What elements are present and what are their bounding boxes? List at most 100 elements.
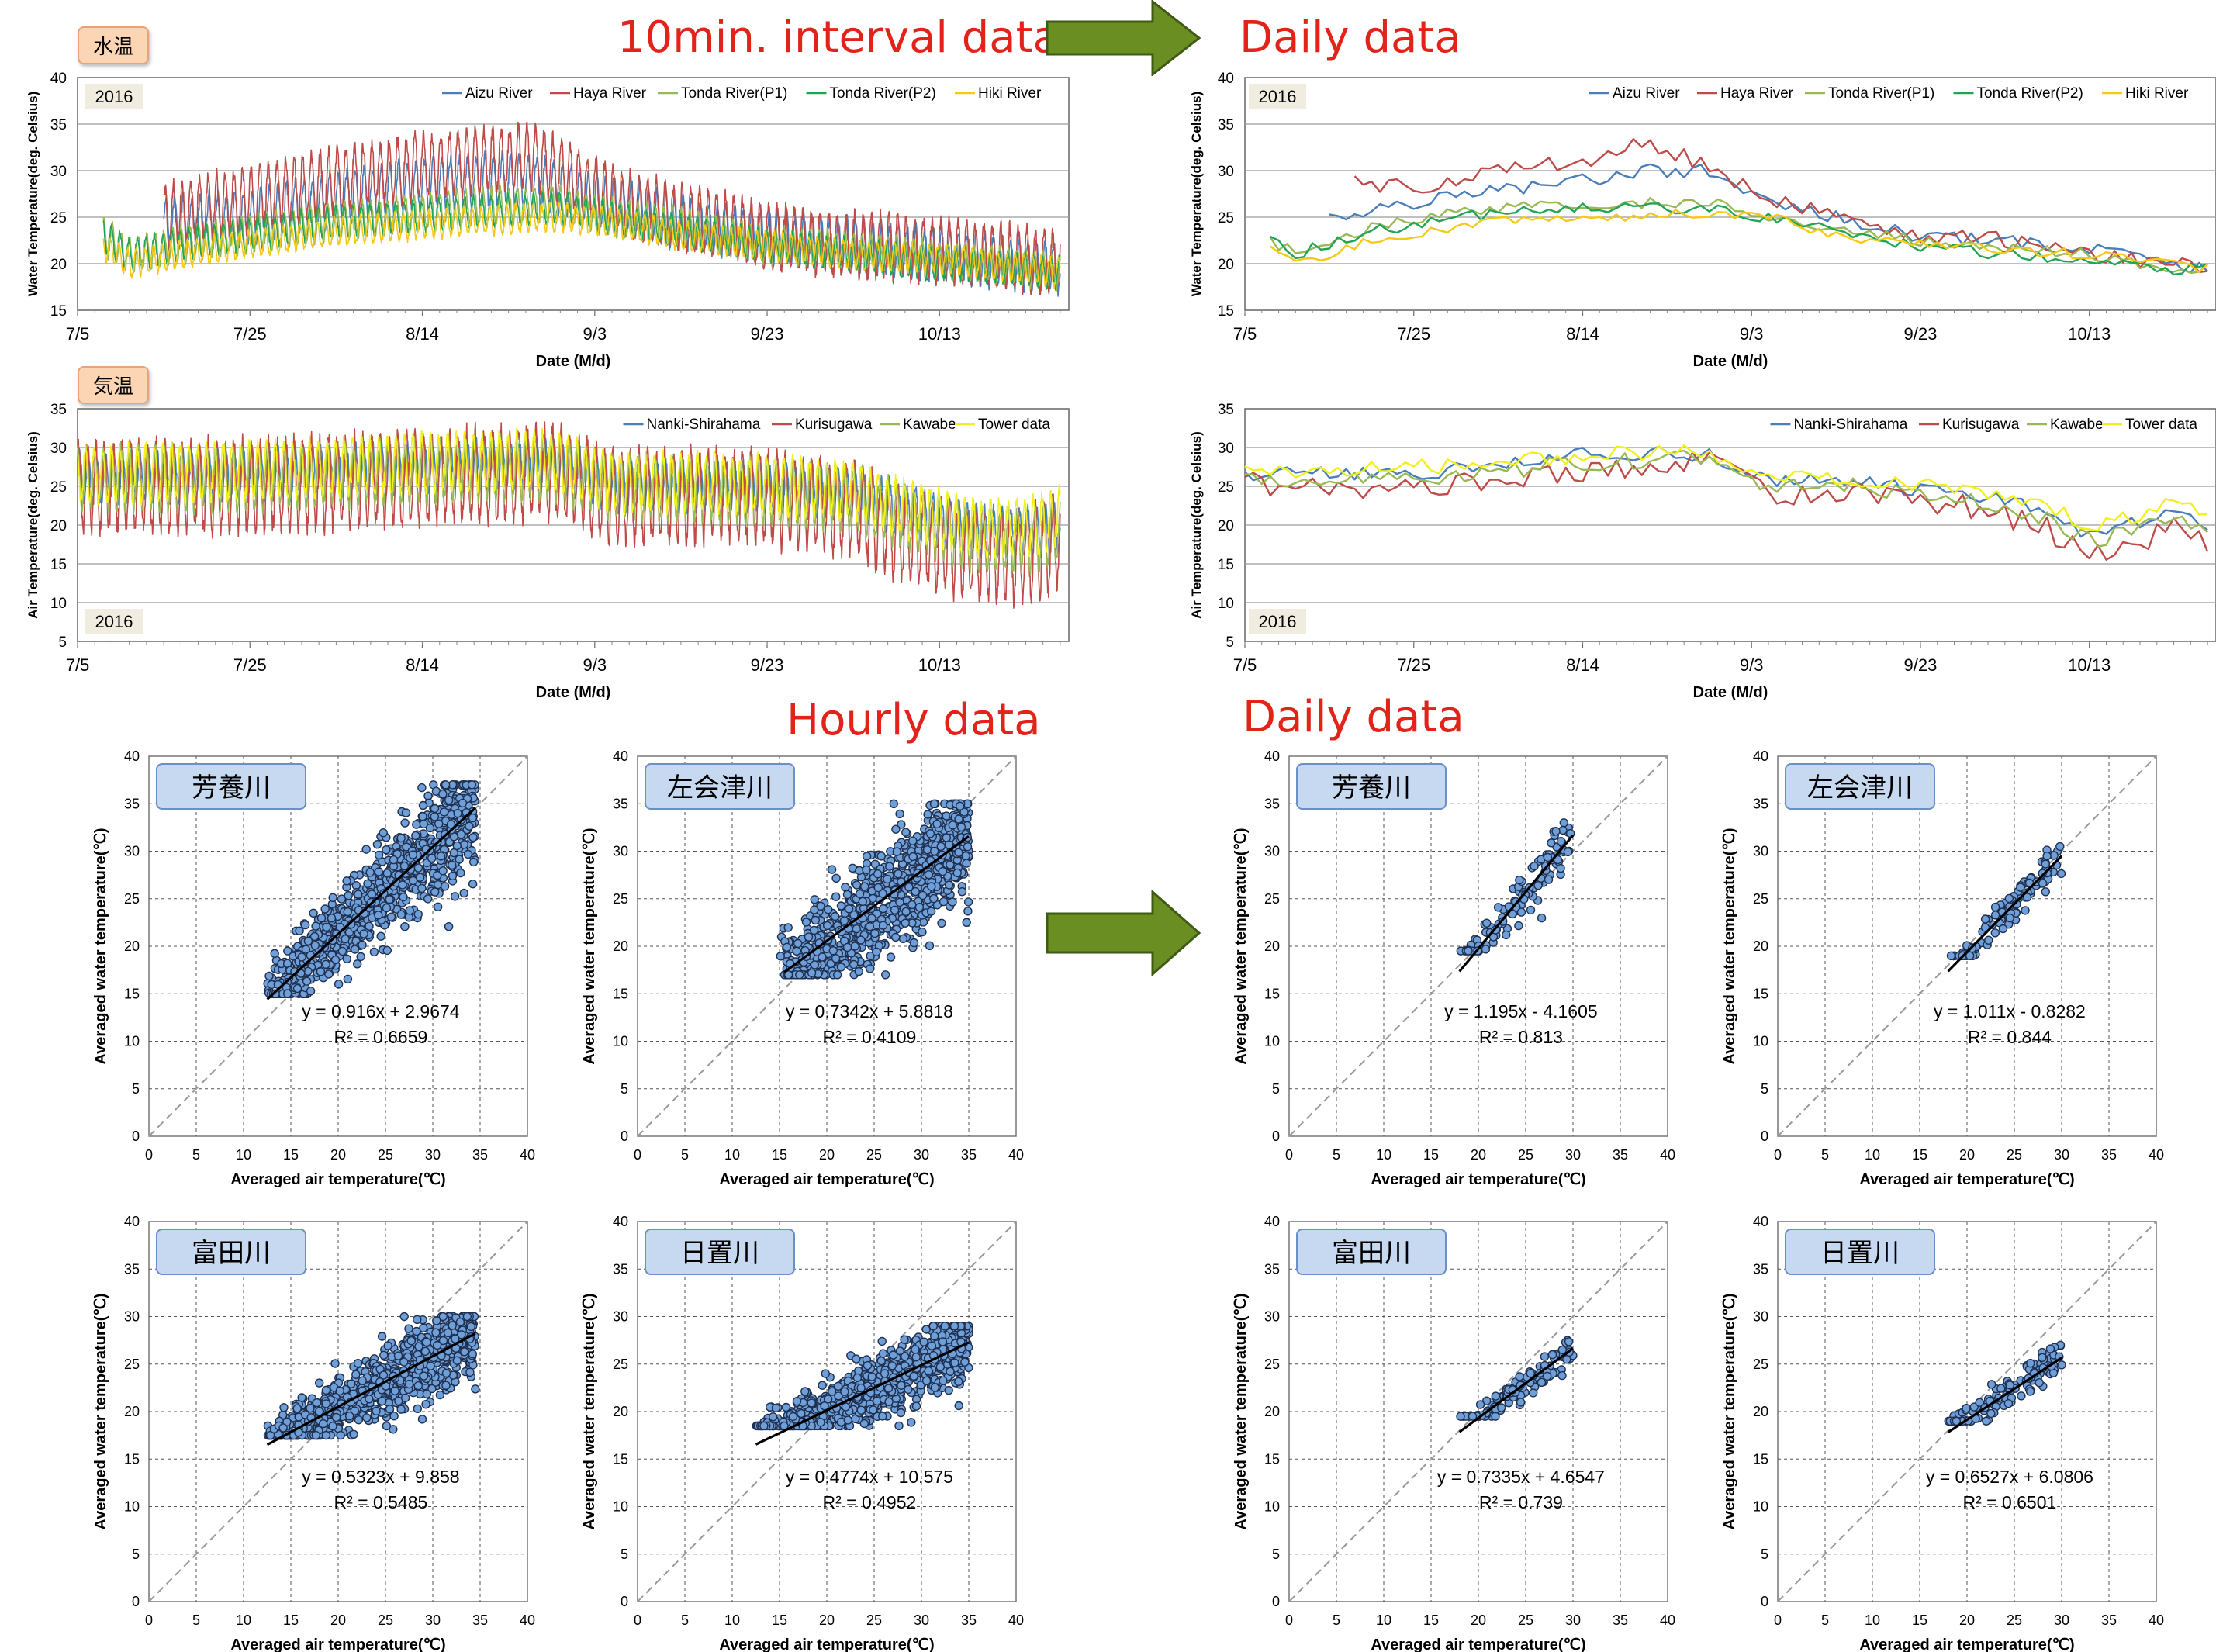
scatter-point (862, 865, 871, 875)
scatter-point (2003, 1399, 2014, 1408)
x-tick-label: 20 (1471, 1612, 1486, 1628)
scatter-point (939, 1376, 948, 1385)
title-hourly: Hourly data (786, 695, 1041, 745)
scatter-point (399, 861, 410, 871)
y-tick-label: 5 (621, 1547, 628, 1562)
y-tick-label: 40 (1264, 748, 1280, 764)
x-tick-label: 40 (1008, 1612, 1024, 1628)
scatter-point (810, 960, 820, 969)
scatter-point (939, 897, 949, 907)
scatter-point (414, 1342, 423, 1351)
river-label-box: 富田川 (1296, 1229, 1447, 1275)
y-tick-label: 25 (613, 891, 628, 907)
scatter-point (946, 860, 955, 869)
scatter-point (854, 966, 863, 976)
scatter-daily-hiki: 00 5 5 10 10 15 15 20 20 25 25 30 30 35 35 40 40 y = 0.65… (1721, 1214, 2164, 1652)
x-tick-label: 20 (1471, 1147, 1486, 1163)
scatter-point (419, 1371, 429, 1381)
regression-line (783, 835, 970, 973)
scatter-point (330, 955, 341, 965)
x-tick-label: 0 (145, 1147, 153, 1163)
x-tick-label: 5 (681, 1612, 689, 1628)
scatter-point (328, 1422, 337, 1431)
scatter-point (878, 1412, 887, 1421)
x-tick-label: 15 (283, 1147, 299, 1163)
scatter-point (948, 897, 957, 907)
scatter-point (279, 1403, 289, 1412)
scatter-point (788, 1412, 798, 1422)
river-label-box: 左会津川 (1785, 763, 1935, 810)
scatter-point (466, 1322, 475, 1332)
y-tick-label: 15 (1218, 557, 1234, 573)
scatter-point (453, 808, 462, 818)
scatter-point (1516, 1398, 1526, 1407)
x-tick-label: 10 (724, 1147, 740, 1163)
y-tick-label: 15 (1264, 986, 1280, 1001)
scatter-point (401, 808, 411, 817)
river-label-box: 日置川 (1785, 1229, 1935, 1275)
y-tick-label: 20 (124, 1404, 140, 1419)
scatter-point (413, 1315, 422, 1325)
scatter-point (2038, 869, 2047, 878)
y-tick-label: 15 (1264, 1451, 1280, 1467)
y-tick-label: 15 (613, 986, 628, 1001)
scatter-point (1475, 1400, 1485, 1409)
regression-line (1458, 834, 1575, 973)
arrow-top-icon (1046, 0, 1201, 76)
scatter-point (309, 931, 320, 942)
scatter-point (839, 916, 849, 925)
x-tick-label: 5 (681, 1147, 689, 1163)
y-axis-label: Air Temperature(deg. Celsius) (26, 431, 40, 619)
scatter-point (278, 1423, 288, 1433)
scatter-point (347, 1379, 356, 1388)
y-tick-label: 15 (50, 303, 67, 320)
x-tick-label: 15 (1912, 1612, 1927, 1628)
x-axis-label: Averaged air temperature(℃) (230, 1636, 445, 1652)
chart-water-daily: 15 20 25 30 35 40 7/5 7/25 8/14 9/3 9/23 10/13 Date … (1189, 71, 2216, 370)
y-tick-label: 25 (613, 1357, 628, 1372)
y-tick-label: 10 (613, 1034, 628, 1049)
scatter-point (1543, 1371, 1552, 1381)
scatter-point (807, 1398, 816, 1408)
river-label-bg (156, 763, 306, 810)
scatter-point (952, 868, 962, 878)
x-tick-label: 10/13 (2068, 655, 2111, 675)
scatter-point (820, 1401, 829, 1411)
scatter-point (884, 1397, 894, 1406)
y-tick-label: 35 (124, 796, 140, 811)
scatter-point (449, 848, 458, 858)
x-axis-label: Averaged air temperature(℃) (1859, 1171, 2074, 1188)
scatter-point (896, 1408, 906, 1418)
scatter-point (1946, 951, 1956, 960)
x-tick-label: 0 (634, 1147, 641, 1163)
scatter-point (421, 1400, 430, 1409)
scatter-point (390, 1386, 399, 1396)
scatter-point (361, 845, 371, 854)
x-tick-label: 5 (1821, 1147, 1829, 1163)
scatter-point (335, 1386, 344, 1396)
scatter-point (894, 869, 903, 879)
scatter-point (892, 847, 902, 856)
x-tick-label: 20 (819, 1612, 835, 1628)
scatter-point (468, 832, 478, 842)
scatter-point (924, 869, 934, 880)
scatter-point (932, 819, 942, 829)
scatter-point (2016, 883, 2025, 892)
scatter-point (900, 1335, 909, 1344)
x-tick-label: 30 (1565, 1612, 1581, 1628)
scatter-point (1998, 924, 2008, 934)
y-tick-label: 20 (1753, 1404, 1768, 1419)
regression-equation: y = 0.7342x + 5.8818 (786, 1001, 953, 1021)
scatter-point (858, 897, 867, 907)
scatter-point (374, 911, 383, 920)
y-tick-label: 40 (50, 71, 67, 87)
y-tick-label: 35 (1264, 1261, 1280, 1277)
scatter-point (1493, 903, 1503, 912)
scatter-point (358, 1376, 367, 1385)
y-tick-label: 25 (1218, 479, 1234, 496)
scatter-point (324, 969, 334, 979)
scatter-point (1557, 1370, 1567, 1381)
scatter-point (452, 841, 462, 851)
scatter-point (425, 823, 435, 833)
scatter-point (1515, 1372, 1524, 1381)
